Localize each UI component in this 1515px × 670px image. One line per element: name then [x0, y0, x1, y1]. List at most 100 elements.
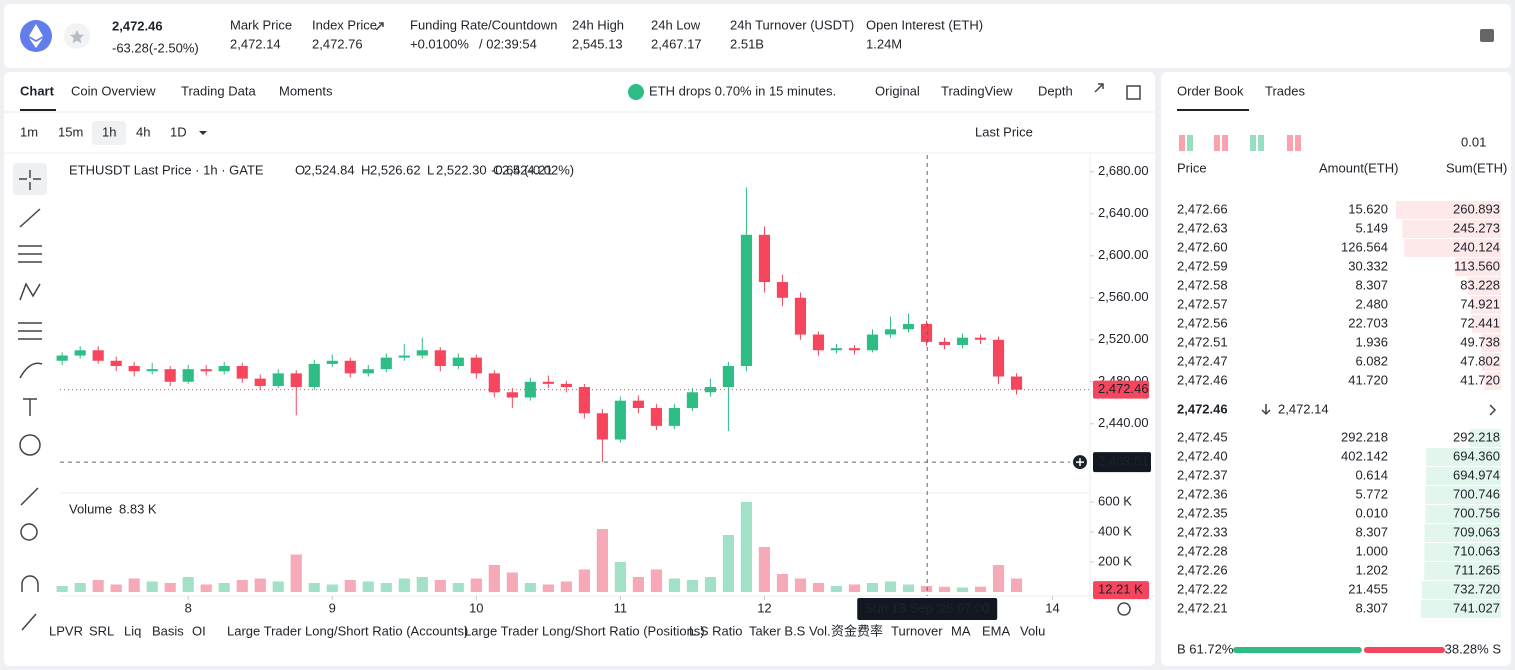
- ob-price[interactable]: 2,472.21: [1177, 600, 1228, 615]
- interval[interactable]: 4h: [136, 124, 150, 139]
- indicator-tab[interactable]: SRL: [89, 623, 114, 638]
- indicator-tab[interactable]: Volu: [1020, 623, 1045, 638]
- depth-bar: [1425, 467, 1501, 485]
- precision[interactable]: 0.01: [1461, 134, 1486, 149]
- depth-bar: [1470, 296, 1501, 314]
- ob-tab[interactable]: Order Book: [1177, 83, 1244, 98]
- interval[interactable]: 1D: [170, 124, 187, 139]
- ob-price[interactable]: 2,472.58: [1177, 277, 1228, 292]
- depth-mode-icon[interactable]: [1287, 135, 1293, 151]
- trend-line-tool[interactable]: [19, 208, 41, 228]
- ob-price[interactable]: 2,472.46: [1177, 372, 1228, 387]
- indicator-tab[interactable]: Basis: [152, 623, 184, 638]
- ob-price[interactable]: 2,472.45: [1177, 429, 1228, 444]
- ob-price[interactable]: 2,472.66: [1177, 201, 1228, 216]
- y-tick-label: 2,680.00: [1098, 163, 1149, 178]
- ob-price[interactable]: 2,472.51: [1177, 334, 1228, 349]
- ob-sum: 83.228: [1460, 277, 1500, 292]
- ob-price[interactable]: 2,472.60: [1177, 239, 1228, 254]
- volume-bar: [344, 580, 356, 592]
- volume-bar: [110, 584, 122, 592]
- news[interactable]: ETH drops 0.70% in 15 minutes.: [649, 83, 836, 98]
- settings-button[interactable]: [1117, 602, 1131, 616]
- volume-bar: [542, 584, 554, 592]
- view-tab[interactable]: Depth: [1038, 83, 1073, 98]
- crosshair-tool[interactable]: [13, 163, 47, 195]
- window-button[interactable]: [1126, 85, 1141, 100]
- tab[interactable]: Chart: [20, 83, 55, 98]
- ob-price[interactable]: 2,472.28: [1177, 543, 1228, 558]
- ob-amount: 402.142: [1341, 448, 1388, 463]
- ob-price[interactable]: 2,472.37: [1177, 467, 1228, 482]
- indicator-tab[interactable]: Liq: [124, 623, 141, 638]
- magnet-tool[interactable]: [21, 575, 39, 592]
- brush-tool[interactable]: [19, 362, 43, 379]
- depth-mode-icon[interactable]: [1295, 135, 1301, 151]
- candle-body: [866, 334, 879, 351]
- ob-price[interactable]: 2,472.33: [1177, 524, 1228, 539]
- text-tool[interactable]: [23, 398, 37, 416]
- indicator-tab[interactable]: Taker B.S Vol.: [749, 623, 831, 638]
- tab[interactable]: Coin Overview: [71, 83, 156, 98]
- depth-mode-icon[interactable]: [1179, 135, 1185, 151]
- depth-mode-icon[interactable]: [1222, 135, 1228, 151]
- indicator-tab[interactable]: EMA: [982, 623, 1011, 638]
- indicator-tab[interactable]: Large Trader Long/Short Ratio (Accounts): [227, 623, 468, 638]
- ob-price[interactable]: 2,472.57: [1177, 296, 1228, 311]
- volume-bar: [380, 583, 392, 592]
- depth-mode-icon[interactable]: [1258, 135, 1264, 151]
- indicator-tab[interactable]: LPVR: [49, 623, 83, 638]
- indicator-tab[interactable]: L.S Ratio: [689, 623, 742, 638]
- ob-price[interactable]: 2,472.26: [1177, 562, 1228, 577]
- volume-tag: [1093, 581, 1149, 600]
- view-tab[interactable]: TradingView: [941, 83, 1013, 98]
- measure-tool[interactable]: [20, 487, 39, 506]
- crosshair-icon: [19, 170, 41, 190]
- indicator-tab[interactable]: OI: [192, 623, 206, 638]
- depth-mode-icon[interactable]: [1187, 135, 1193, 151]
- last-price-label: 2,472.46: [1098, 381, 1149, 396]
- price-source[interactable]: Last Price: [975, 124, 1033, 139]
- indicator-tab[interactable]: Large Trader Long/Short Ratio (Positions…: [464, 623, 705, 638]
- depth-bar: [1467, 277, 1501, 295]
- ob-price[interactable]: 2,472.47: [1177, 353, 1228, 368]
- view-tab[interactable]: Original: [875, 83, 920, 98]
- emoji-tool[interactable]: [19, 434, 41, 456]
- fullscreen-button[interactable]: [1094, 83, 1104, 93]
- ob-price[interactable]: 2,472.40: [1177, 448, 1228, 463]
- x-tick-label: 14: [1045, 600, 1059, 615]
- candle-body: [434, 350, 446, 367]
- ob-amount: 8.307: [1355, 277, 1388, 292]
- crosshair-price: 2,403.51: [1098, 454, 1149, 469]
- indicator-tab[interactable]: Turnover: [891, 623, 943, 638]
- interval[interactable]: 15m: [58, 124, 83, 139]
- ob-amount: 1.202: [1355, 562, 1388, 577]
- volume-label: Volume: [69, 501, 112, 516]
- ob-price[interactable]: 2,472.63: [1177, 220, 1228, 235]
- indicator-tab[interactable]: 资金费率: [831, 623, 883, 638]
- depth-mode-icon[interactable]: [1250, 135, 1256, 151]
- pen-tool[interactable]: [21, 613, 37, 631]
- volume-bar: [722, 535, 735, 592]
- depth-bar: [1425, 505, 1501, 523]
- projection-tool[interactable]: [18, 322, 42, 340]
- interval[interactable]: 1m: [20, 124, 38, 139]
- candle-body: [524, 381, 536, 398]
- tab[interactable]: Trading Data: [181, 83, 256, 98]
- ob-price[interactable]: 2,472.35: [1177, 505, 1228, 520]
- layout-button[interactable]: [1480, 29, 1494, 42]
- ob-tab[interactable]: Trades: [1265, 83, 1305, 98]
- ob-price[interactable]: 2,472.56: [1177, 315, 1228, 330]
- ob-price[interactable]: 2,472.36: [1177, 486, 1228, 501]
- interval[interactable]: 1h: [102, 124, 116, 139]
- indicator-tab[interactable]: MA: [951, 623, 971, 638]
- ob-tab-underline: [1177, 109, 1249, 111]
- tab[interactable]: Moments: [279, 83, 333, 98]
- depth-mode-icon[interactable]: [1214, 135, 1220, 151]
- fib-tool[interactable]: [18, 245, 42, 263]
- ob-price[interactable]: 2,472.22: [1177, 581, 1228, 596]
- stat-label: 24h High: [572, 17, 624, 32]
- ob-price[interactable]: 2,472.59: [1177, 258, 1228, 273]
- zoom-tool[interactable]: [20, 523, 38, 541]
- pattern-tool[interactable]: [19, 282, 41, 301]
